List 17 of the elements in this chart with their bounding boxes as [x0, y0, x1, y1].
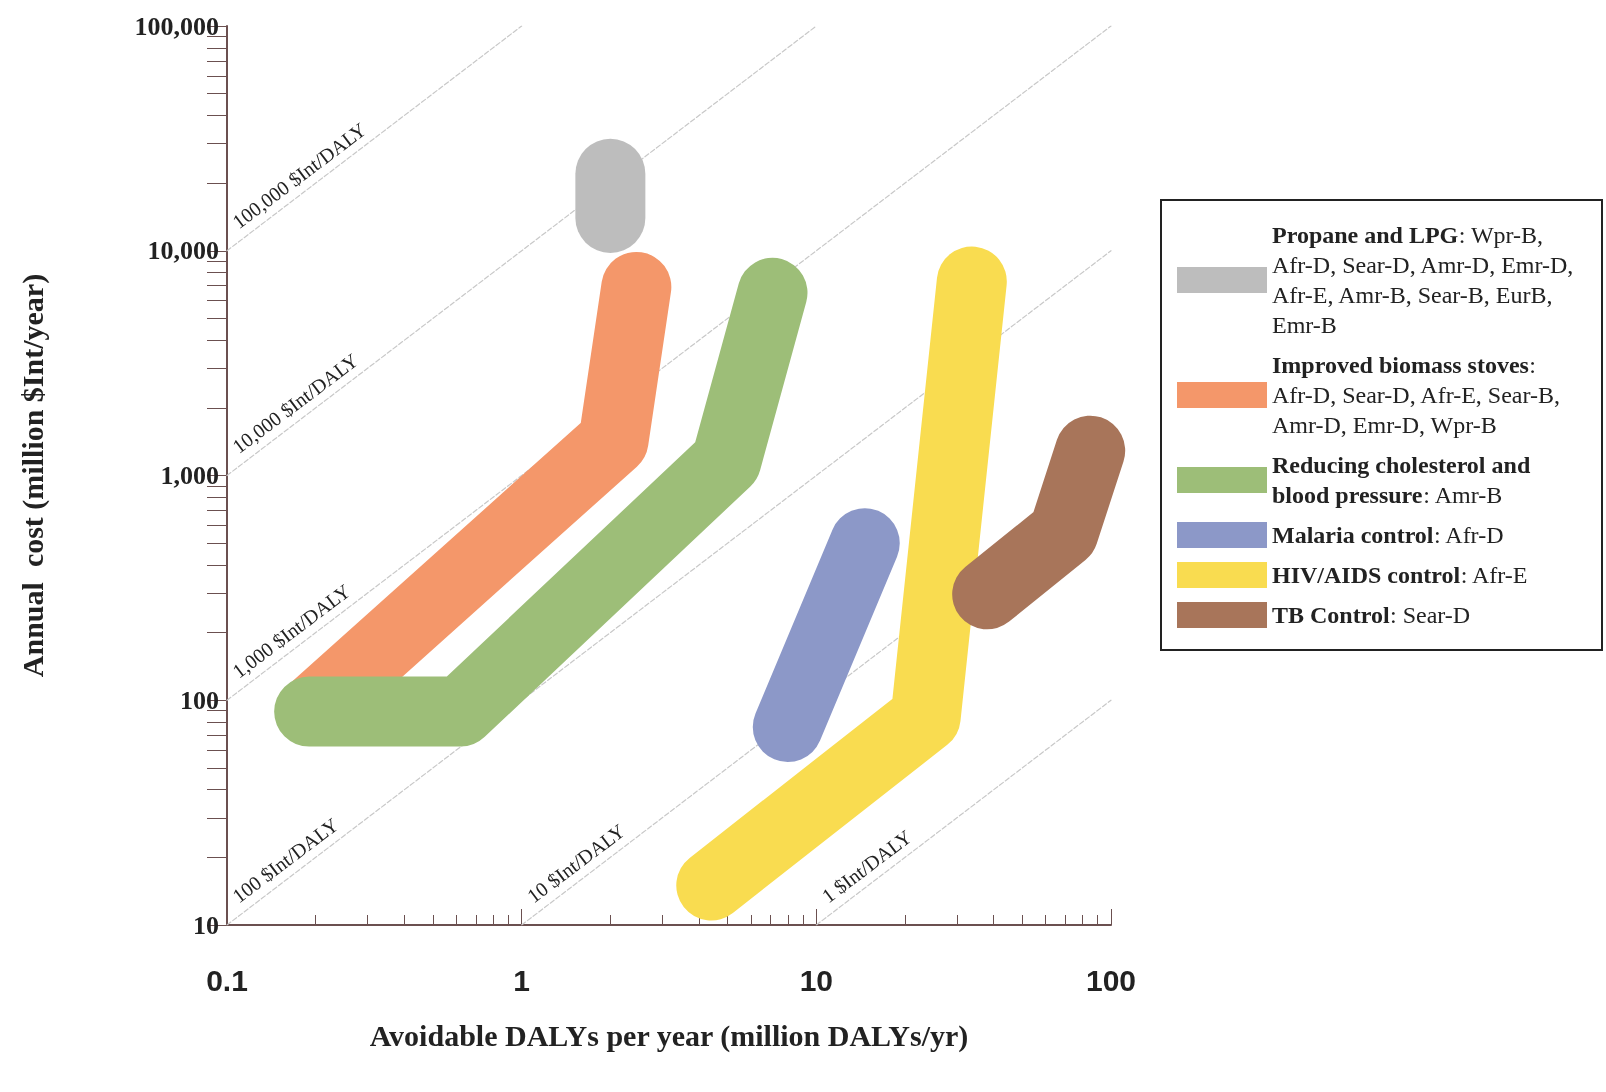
x-tick-label: 0.1 — [206, 963, 248, 997]
y-tick-label: 10,000 — [147, 236, 219, 266]
x-tick-label: 1 — [513, 963, 531, 997]
y-tick-label: 100 — [180, 685, 219, 715]
y-tick-label: 100,000 — [134, 11, 219, 41]
y-axis-title: Annual cost (million $Int/year) — [15, 273, 50, 678]
y-tick-label: 1,000 — [160, 461, 219, 490]
legend-label: Malaria control: Afr-D — [1272, 522, 1504, 548]
legend-label: TB Control: Sear-D — [1272, 602, 1471, 628]
legend-label: Reducing cholesterol and blood pressure: Amr-B — [1272, 452, 1537, 508]
x-tick-label: 10 — [799, 963, 834, 997]
legend-label: Improved biomass stoves: Afr-D, Sear-D, Afr-E, Sear-B, Amr-D, Emr-D, Wpr-B — [1272, 352, 1566, 438]
x-axis-title: Avoidable DALYs per year (million DALYs/yr) — [369, 1018, 969, 1053]
legend-label: HIV/AIDS control: Afr-E — [1272, 562, 1528, 588]
legend-label: Propane and LPG: Wpr-B, Afr-D, Sear-D, Amr-D, Emr-D, Afr-E, Amr-B, Sear-B, EurB, Emr-B — [1272, 222, 1580, 338]
y-tick-label: 10 — [193, 910, 219, 940]
x-tick-label: 100 — [1085, 963, 1137, 997]
